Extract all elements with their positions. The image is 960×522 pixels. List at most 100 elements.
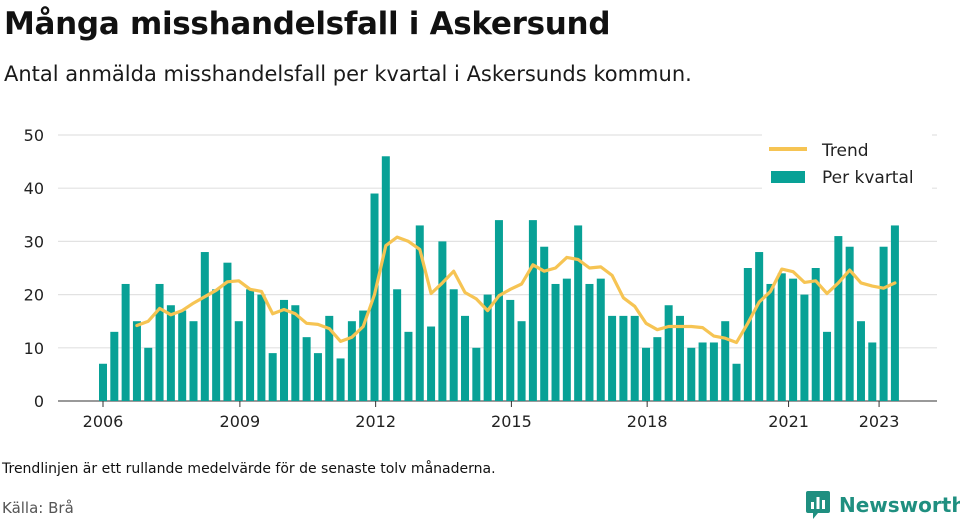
brand-name: Newsworthy	[839, 493, 960, 517]
bar	[698, 342, 707, 401]
bar	[461, 315, 470, 401]
bar	[653, 337, 662, 401]
bar	[212, 289, 221, 401]
bar	[619, 315, 628, 401]
bar	[381, 156, 390, 401]
bar	[449, 289, 458, 401]
chart-title: Många misshandelsfall i Askersund	[4, 6, 611, 42]
x-axis-ticks: 2006 2009 2012 2015 2018 2021 2023	[83, 401, 900, 431]
bar	[766, 283, 775, 401]
bar	[506, 299, 515, 401]
bar	[540, 246, 549, 401]
bar	[879, 246, 888, 401]
y-tick-label: 50	[24, 126, 44, 145]
x-tick-label: 2009	[220, 412, 261, 431]
bar	[166, 305, 175, 401]
x-tick-label: 2015	[491, 412, 532, 431]
bar	[630, 315, 639, 401]
trend-line-group	[135, 235, 897, 345]
brand-logo: Newsworthy	[805, 488, 960, 522]
y-tick-label: 0	[34, 392, 44, 411]
bar	[155, 283, 164, 401]
legend-swatch-bars	[771, 171, 805, 183]
bar	[132, 321, 141, 401]
y-axis-ticks: 0 10 20 30 40 50	[24, 126, 44, 411]
x-tick-label: 2006	[83, 412, 124, 431]
bar	[257, 294, 266, 401]
bar	[404, 331, 413, 401]
legend-label-bars: Per kvartal	[822, 168, 914, 188]
bar	[280, 299, 289, 401]
bar	[121, 283, 130, 401]
bar	[144, 347, 153, 401]
bar	[313, 353, 322, 401]
bar	[347, 321, 356, 401]
legend-label-trend: Trend	[821, 141, 869, 161]
bar	[856, 321, 865, 401]
bar	[234, 321, 243, 401]
x-tick-label: 2021	[768, 412, 809, 431]
legend-background	[762, 134, 932, 196]
bar	[755, 252, 764, 401]
bar	[200, 252, 209, 401]
bar	[110, 331, 119, 401]
x-tick-label: 2018	[627, 412, 668, 431]
bars-per-kvartal	[99, 156, 899, 401]
bar	[642, 347, 651, 401]
bar	[246, 289, 255, 401]
bar	[494, 220, 503, 401]
bar	[834, 236, 843, 401]
bar	[743, 268, 752, 401]
bar	[675, 315, 684, 401]
source-label: Källa: Brå	[2, 499, 74, 517]
bar	[585, 283, 594, 401]
bar	[608, 315, 617, 401]
y-tick-label: 40	[24, 179, 44, 198]
bar	[596, 278, 605, 401]
bar	[483, 294, 492, 401]
bar	[800, 294, 809, 401]
y-tick-label: 30	[24, 232, 44, 251]
y-tick-label: 20	[24, 286, 44, 305]
newsworthy-logo-icon	[806, 491, 830, 519]
bar	[178, 310, 187, 401]
bar	[99, 363, 107, 401]
bar	[325, 315, 334, 401]
bar	[562, 278, 571, 401]
bar	[721, 321, 730, 401]
bar	[268, 353, 277, 401]
bar	[528, 220, 537, 401]
bar	[777, 273, 786, 401]
bar	[291, 305, 300, 401]
trend-line	[135, 235, 897, 345]
bar	[427, 326, 436, 401]
bar	[189, 321, 198, 401]
bar	[709, 342, 718, 401]
footnote: Trendlinjen är ett rullande medelvärde f…	[2, 461, 496, 477]
bar	[732, 363, 741, 401]
bar	[811, 268, 820, 401]
bar	[302, 337, 311, 401]
bar	[359, 310, 368, 401]
bar	[664, 305, 673, 401]
bar	[551, 283, 560, 401]
x-tick-label: 2012	[355, 412, 396, 431]
bar	[223, 262, 232, 401]
bar	[415, 225, 424, 401]
bar	[868, 342, 877, 401]
x-tick-label: 2023	[859, 412, 900, 431]
chart-subtitle: Antal anmälda misshandelsfall per kvarta…	[4, 62, 692, 86]
bar	[336, 358, 345, 401]
bar	[438, 241, 447, 401]
bar	[517, 321, 526, 401]
chart-area: 0 10 20 30 40 50 2006 2009 2012 2015 2018 2021 2023…	[24, 126, 937, 431]
bar	[472, 347, 481, 401]
legend: Trend Per kvartal	[762, 134, 932, 196]
bar	[687, 347, 696, 401]
bar	[890, 225, 899, 401]
bar	[393, 289, 402, 401]
bar	[574, 225, 583, 401]
y-tick-label: 10	[24, 339, 44, 358]
bar	[823, 331, 832, 401]
bar	[789, 278, 798, 401]
